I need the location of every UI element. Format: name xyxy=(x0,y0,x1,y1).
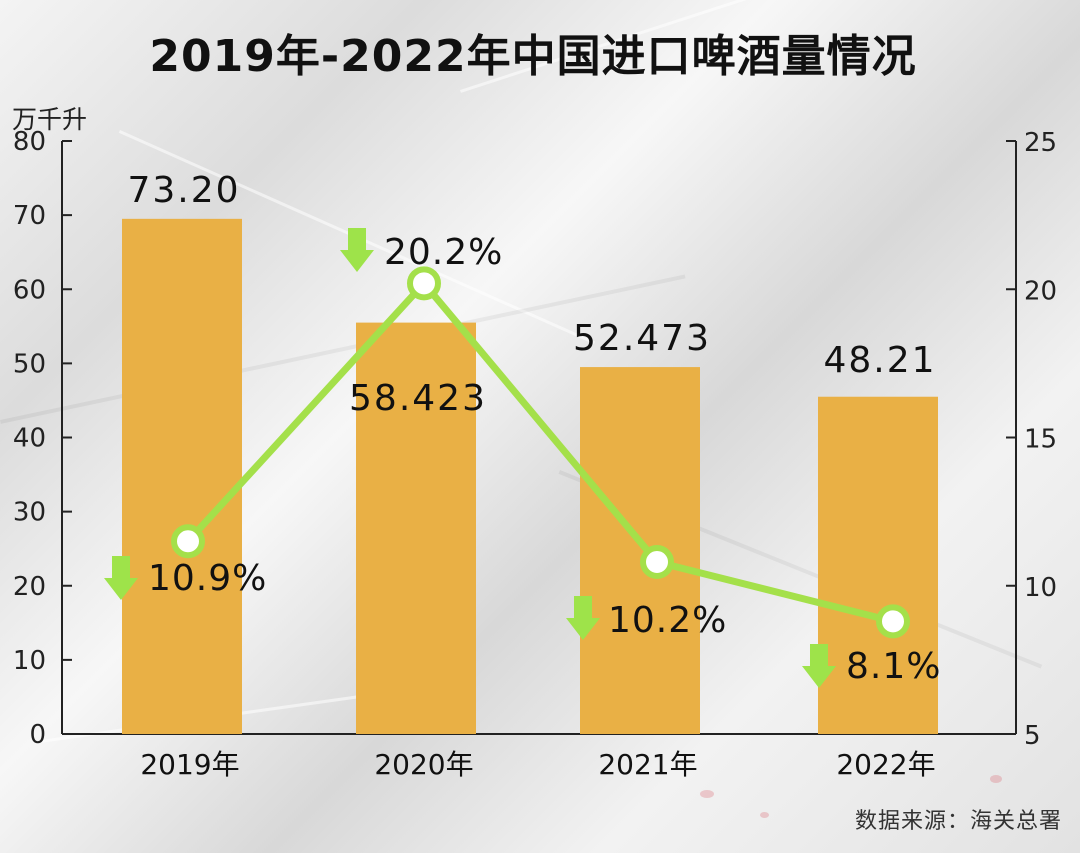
y-tick-label-right: 5 xyxy=(1024,721,1041,751)
y-tick-label-left: 80 xyxy=(13,127,46,157)
paint-splash xyxy=(760,812,769,818)
x-tick-label: 2021年 xyxy=(598,748,697,781)
y-axis-unit-label: 万千升 xyxy=(12,105,88,134)
line-point-marker xyxy=(171,524,205,559)
percent-label: 10.2% xyxy=(608,600,727,641)
bar xyxy=(580,367,700,734)
y-tick-label-left: 60 xyxy=(13,275,46,305)
bar xyxy=(122,218,242,735)
bar xyxy=(818,396,938,734)
x-tick-label: 2020年 xyxy=(374,748,473,781)
down-arrow-icon xyxy=(340,228,374,272)
line-point-marker xyxy=(407,266,441,301)
y-tick-label-left: 10 xyxy=(13,646,46,676)
line-point-marker xyxy=(640,545,674,580)
percent-label: 10.9% xyxy=(148,558,267,599)
y-tick-label-left: 50 xyxy=(13,349,46,379)
bar-value-label: 52.473 xyxy=(573,318,711,359)
x-tick-label: 2019年 xyxy=(140,748,239,781)
y-tick-label-left: 40 xyxy=(13,424,46,454)
bar-value-label: 58.423 xyxy=(349,378,487,419)
down-arrow-icon xyxy=(802,644,836,688)
x-tick-label: 2022年 xyxy=(836,748,935,781)
y-tick-label-right: 25 xyxy=(1024,128,1057,158)
growth-rate-line xyxy=(185,279,894,625)
paint-splash xyxy=(990,775,1002,783)
down-arrow-icon xyxy=(104,556,138,600)
chart-title: 2019年-2022年中国进口啤酒量情况 xyxy=(149,31,917,82)
y-tick-label-left: 70 xyxy=(13,201,46,231)
y-tick-label-right: 15 xyxy=(1024,425,1057,455)
bar-value-label: 48.21 xyxy=(823,340,936,381)
y-tick-label-left: 30 xyxy=(13,498,46,528)
y-tick-label-left: 20 xyxy=(13,572,46,602)
bar-value-label: 73.20 xyxy=(127,170,240,211)
y-tick-label-right: 10 xyxy=(1024,573,1057,603)
data-source-note: 数据来源：海关总署 xyxy=(854,809,1062,834)
line-point-marker xyxy=(876,604,910,639)
y-tick-label-right: 20 xyxy=(1024,276,1057,306)
y-tick-label-left: 0 xyxy=(29,720,46,750)
down-arrow-icon xyxy=(566,596,600,640)
percent-label: 8.1% xyxy=(846,646,941,687)
bar xyxy=(356,322,476,734)
paint-splash xyxy=(700,790,714,798)
percent-label: 20.2% xyxy=(384,232,503,273)
